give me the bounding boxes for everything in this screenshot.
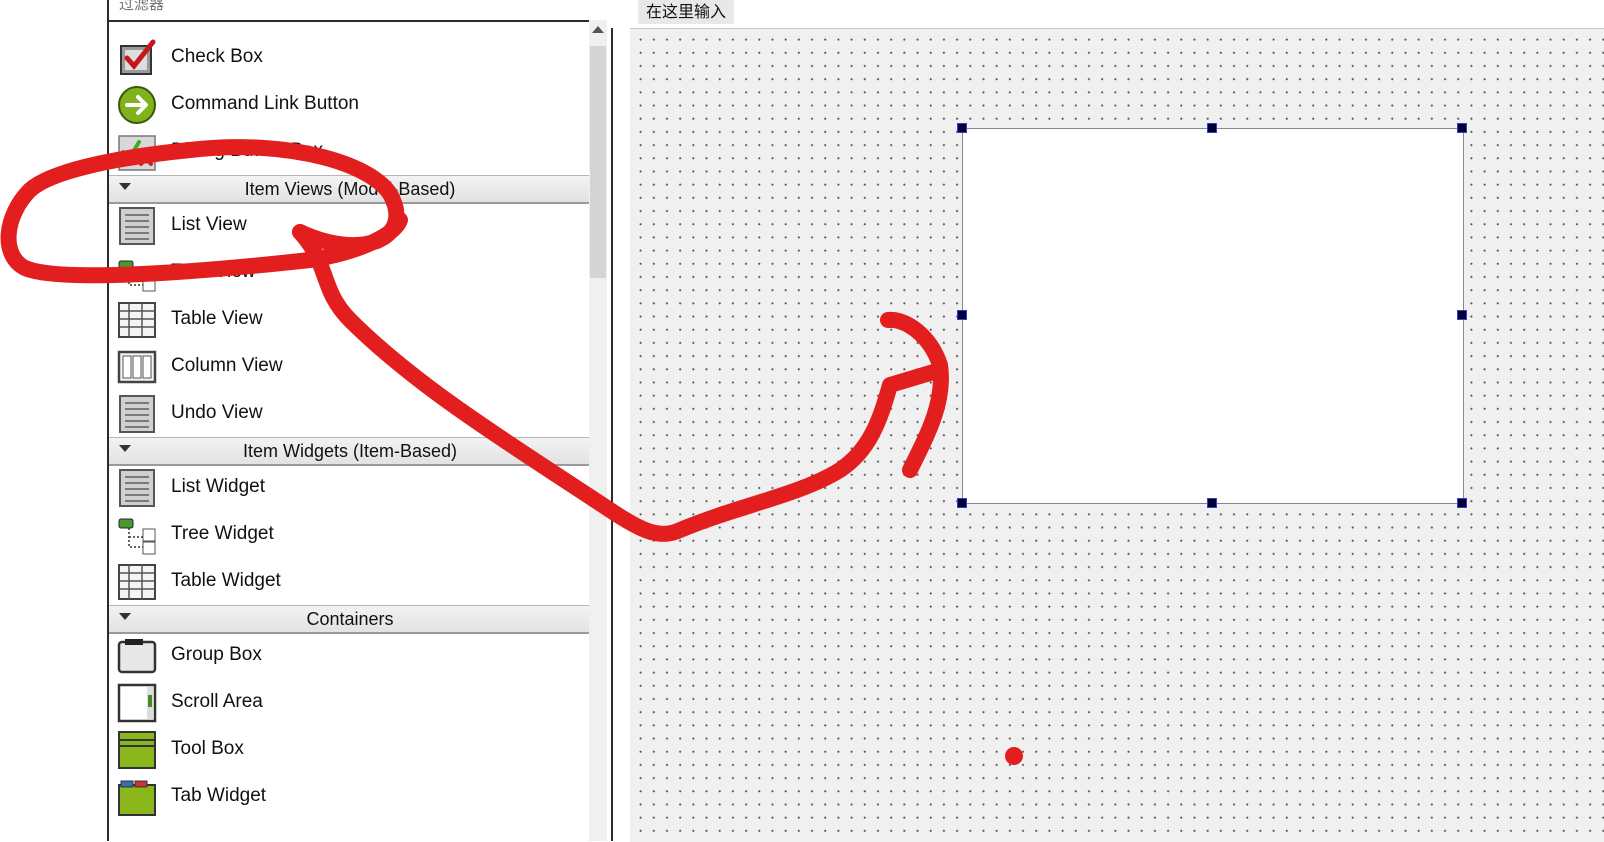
widget-item-label: Scroll Area [171,691,263,712]
widget-item-label: Group Box [171,644,262,665]
widget-item-table-widget[interactable]: Table Widget [109,558,591,605]
collapse-arrow-icon [119,613,131,620]
widget-item-label: Check Box [171,46,263,67]
widget-item-label: Tree View [171,261,256,282]
resize-handle-bottom-left[interactable] [957,498,967,508]
widget-item-label: Table View [171,308,263,329]
category-item-views[interactable]: Item Views (Model-Based) [109,175,591,204]
menu-type-here-placeholder[interactable]: 在这里输入 [638,0,735,24]
undo-view-icon [119,395,155,433]
filter-box[interactable] [109,0,607,22]
tab-widget-icon [118,780,156,816]
widget-item-label: List View [171,214,247,235]
command-link-icon [118,86,156,124]
widget-item-label: Table Widget [171,570,281,591]
widget-item-label: List Widget [171,476,265,497]
resize-handle-right[interactable] [1457,310,1467,320]
category-label: Item Widgets (Item-Based) [242,441,458,461]
widget-box-panel: Check Box Command Link Button Dialog But… [107,0,613,841]
widget-item-label: Column View [171,355,283,376]
scroll-up-arrow-icon[interactable] [592,26,604,33]
resize-handle-left[interactable] [957,310,967,320]
widget-item-list-view[interactable]: List View [109,202,591,249]
category-containers[interactable]: Containers [109,605,591,634]
tree-view-icon [118,260,156,292]
check-box-icon [120,39,156,75]
widget-item-tree-widget[interactable]: Tree Widget [109,511,591,558]
category-label: Containers [306,609,394,629]
widget-item-label: Tree Widget [171,523,274,544]
list-view-icon [119,207,155,245]
widget-item-check-box[interactable]: Check Box [109,34,591,81]
tree-widget-icon [118,518,156,555]
widget-item-scroll-area[interactable]: Scroll Area [109,679,591,726]
list-widget-icon [119,469,155,507]
widget-item-undo-view[interactable]: Undo View [109,390,591,437]
widget-item-tool-box[interactable]: Tool Box [109,726,591,773]
category-label: Item Views (Model-Based) [244,179,456,199]
widget-item-table-view[interactable]: Table View [109,296,591,343]
scroll-area-icon [117,683,157,723]
filter-input[interactable] [117,0,521,14]
widget-item-label: Command Link Button [171,93,359,114]
table-widget-icon [118,564,156,600]
collapse-arrow-icon [119,445,131,452]
widget-item-label: Tool Box [171,738,244,759]
widget-item-dialog-button-box[interactable]: Dialog Button Box [109,128,591,175]
resize-handle-bottom[interactable] [1207,498,1217,508]
widget-item-column-view[interactable]: Column View [109,343,591,390]
placed-list-view-widget[interactable] [962,128,1464,504]
widget-item-tab-widget[interactable]: Tab Widget [109,773,591,820]
resize-handle-top[interactable] [1207,123,1217,133]
resize-handle-top-right[interactable] [1457,123,1467,133]
category-item-widgets[interactable]: Item Widgets (Item-Based) [109,437,591,466]
resize-handle-top-left[interactable] [957,123,967,133]
widget-item-list-widget[interactable]: List Widget [109,464,591,511]
widget-list: Check Box Command Link Button Dialog But… [109,22,591,841]
widget-item-group-box[interactable]: Group Box [109,632,591,679]
form-menu-bar: 在这里输入 [611,0,1604,28]
widget-list-scrollbar[interactable] [589,20,607,841]
scrollbar-thumb[interactable] [590,46,606,278]
group-box-icon [117,639,157,674]
tool-box-icon [118,731,156,769]
dialog-button-box-icon [118,135,156,171]
table-view-icon [118,302,156,338]
widget-item-label: Dialog Button Box [171,140,324,161]
widget-item-label: Tab Widget [171,785,267,806]
widget-item-label: Undo View [171,402,263,423]
resize-handle-bottom-right[interactable] [1457,498,1467,508]
widget-item-command-link-button[interactable]: Command Link Button [109,81,591,128]
column-view-icon [117,350,157,384]
widget-item-tree-view[interactable]: Tree View [109,249,591,296]
